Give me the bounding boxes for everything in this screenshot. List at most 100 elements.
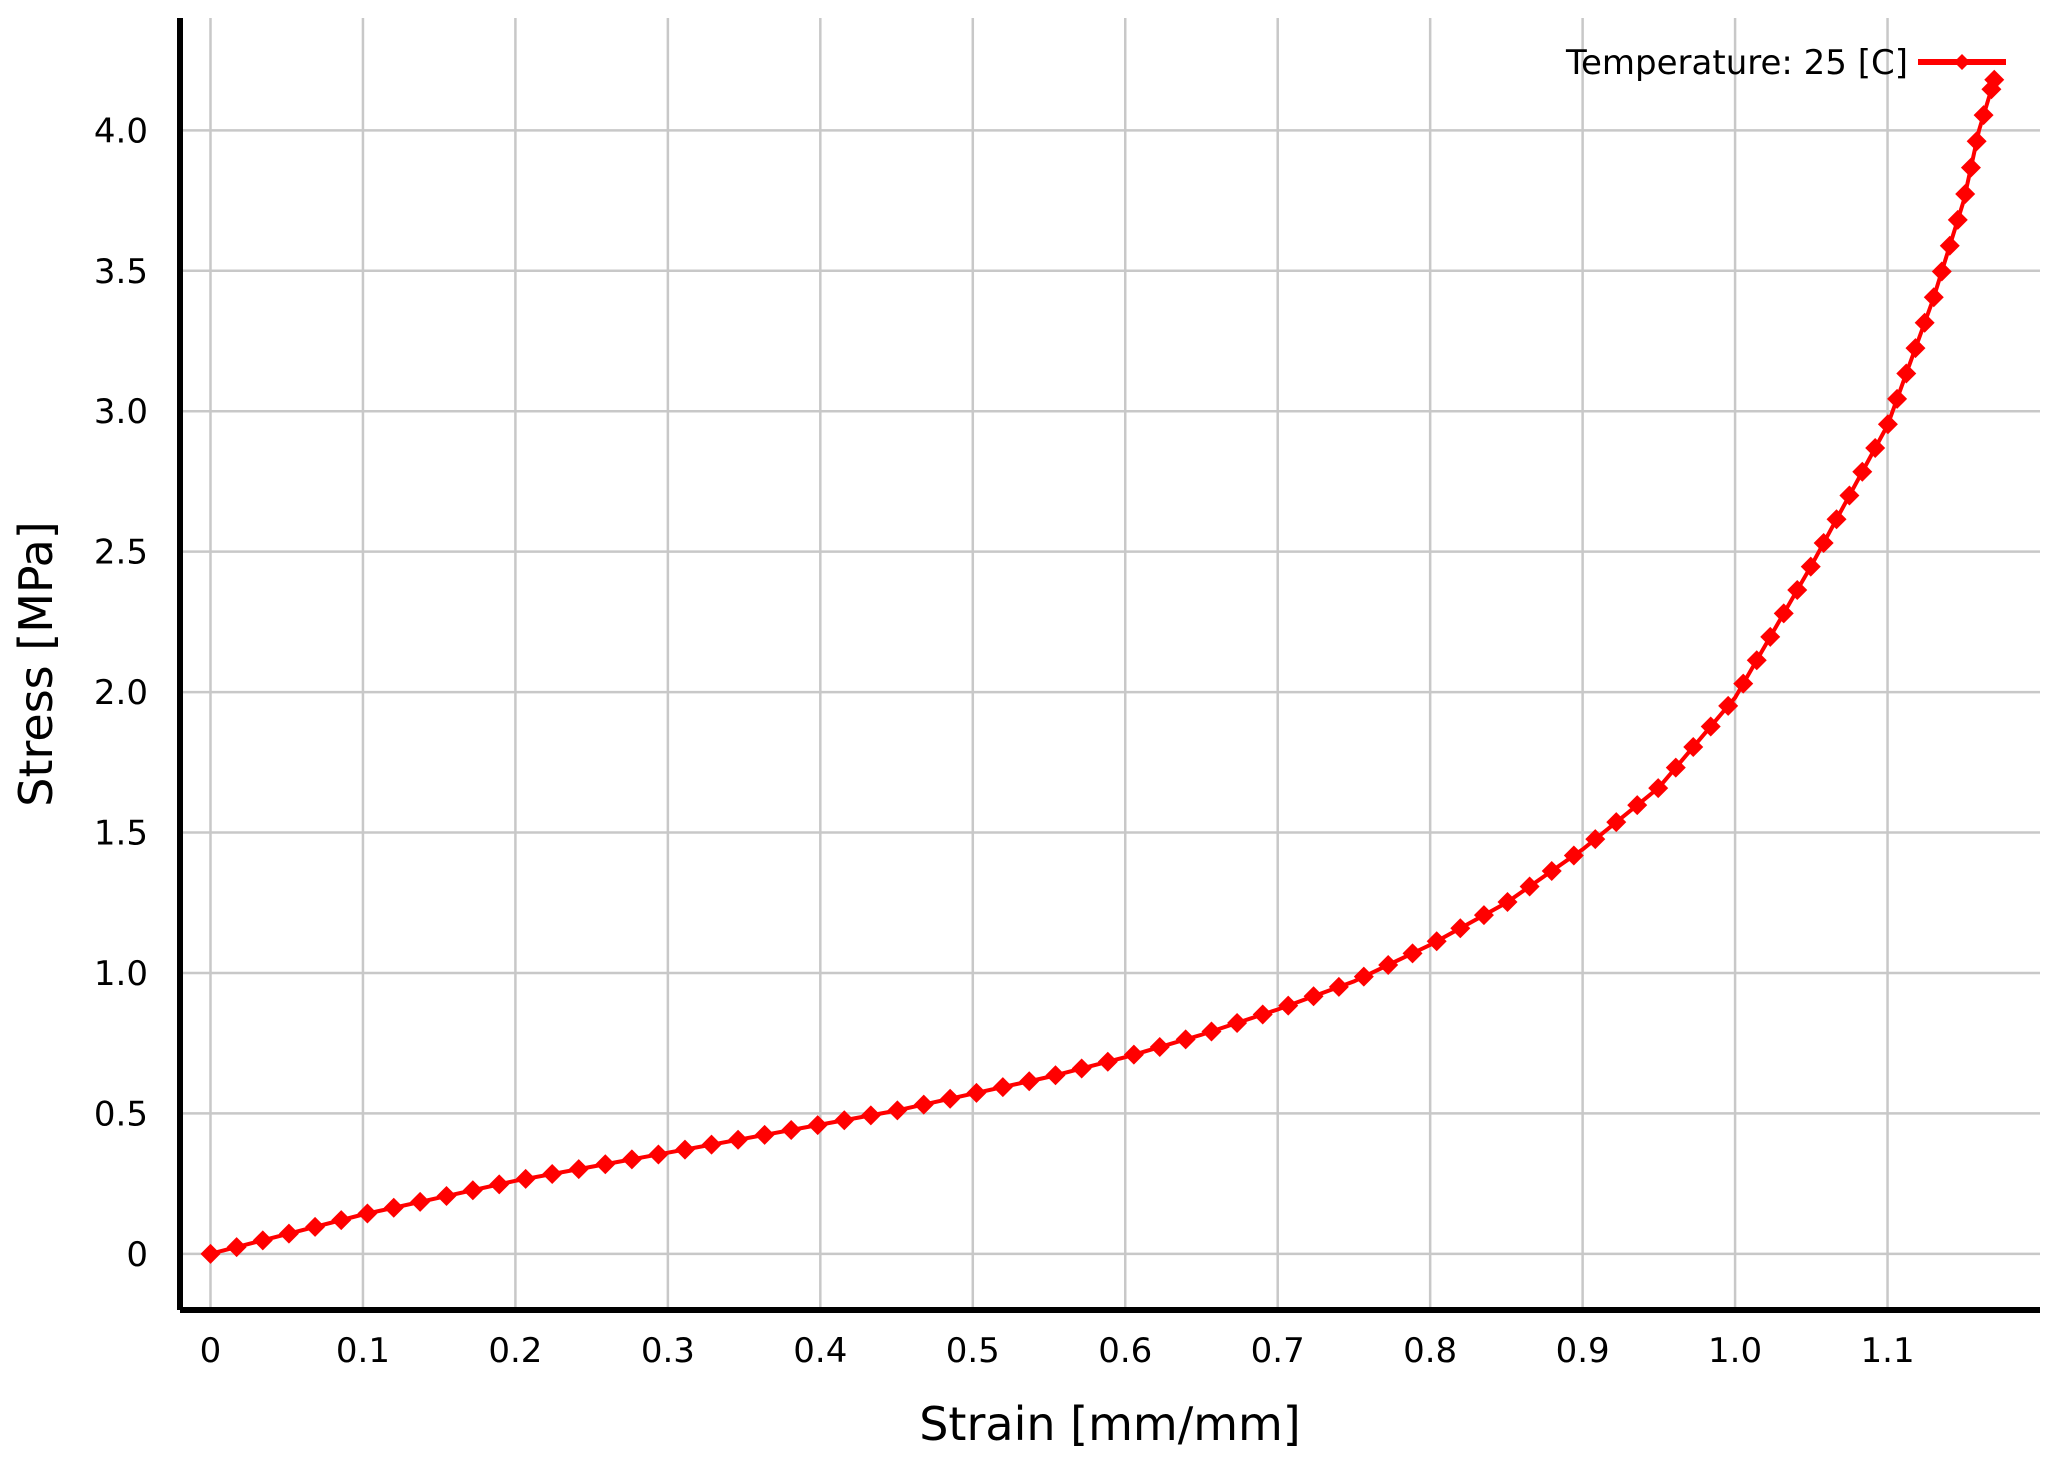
series-layer — [200, 69, 2005, 1264]
data-point-marker — [1947, 209, 1968, 230]
data-point-marker — [1563, 845, 1584, 866]
x-tick-labels: 0 0.1 0.2 0.3 0.4 0.5 0.6 0.7 0.8 0.9 1.0 1.1 — [200, 1331, 1915, 1371]
data-point-marker — [1353, 966, 1374, 987]
data-point-marker — [1278, 995, 1299, 1016]
data-point-marker — [1984, 69, 2005, 90]
data-point-marker — [252, 1230, 273, 1251]
data-point-marker — [1896, 363, 1917, 384]
data-point-marker — [1045, 1065, 1066, 1086]
data-point-marker — [966, 1082, 987, 1103]
data-point-marker — [489, 1174, 510, 1195]
data-point-marker — [462, 1180, 483, 1201]
data-point-marker — [1865, 438, 1886, 459]
data-point-marker — [1877, 414, 1898, 435]
legend: Temperature: 25 [C] — [1565, 43, 2006, 83]
data-point-marker — [1665, 757, 1686, 778]
data-point-marker — [1914, 312, 1935, 333]
data-point-marker — [940, 1088, 961, 1109]
data-point-marker — [226, 1237, 247, 1258]
data-point-marker — [436, 1186, 457, 1207]
x-tick-label: 0.3 — [641, 1331, 695, 1371]
x-tick-label: 0.8 — [1403, 1331, 1457, 1371]
data-point-marker — [1887, 388, 1908, 409]
data-point-marker — [807, 1115, 828, 1136]
y-tick-label: 3.5 — [94, 252, 148, 292]
data-point-marker — [1328, 976, 1349, 997]
data-point-marker — [728, 1129, 749, 1150]
data-point-marker — [1960, 157, 1981, 178]
x-tick-label: 0.9 — [1556, 1331, 1610, 1371]
data-point-marker — [357, 1203, 378, 1224]
data-point-marker — [887, 1100, 908, 1121]
x-tick-label: 0 — [200, 1331, 222, 1371]
data-point-marker — [913, 1094, 934, 1115]
data-point-marker — [1097, 1051, 1118, 1072]
x-axis-title: Strain [mm/mm] — [919, 1397, 1301, 1451]
data-point-marker — [701, 1134, 722, 1155]
data-point-marker — [1760, 626, 1781, 647]
data-point-marker — [305, 1216, 326, 1237]
data-point-marker — [1519, 876, 1540, 897]
data-point-marker — [1252, 1004, 1273, 1025]
data-point-marker — [595, 1154, 616, 1175]
data-point-marker — [1071, 1058, 1092, 1079]
data-point-marker — [860, 1105, 881, 1126]
data-point-marker — [1606, 812, 1627, 833]
data-point-marker — [1700, 716, 1721, 737]
data-point-marker — [621, 1149, 642, 1170]
data-point-marker — [754, 1124, 775, 1145]
data-point-marker — [1648, 778, 1669, 799]
y-tick-label: 0 — [126, 1235, 148, 1275]
grid-lines — [180, 18, 2040, 1310]
x-tick-label: 0.7 — [1251, 1331, 1305, 1371]
data-point-marker — [1473, 905, 1494, 926]
data-point-marker — [1175, 1029, 1196, 1050]
data-point-marker — [1378, 954, 1399, 975]
data-point-marker — [278, 1223, 299, 1244]
data-point-marker — [1402, 943, 1423, 964]
x-tick-label: 0.5 — [946, 1331, 1000, 1371]
data-point-marker — [1123, 1044, 1144, 1065]
data-point-marker — [1450, 918, 1471, 939]
y-tick-label: 2.0 — [94, 673, 148, 713]
data-point-marker — [1541, 861, 1562, 882]
data-point-marker — [1019, 1071, 1040, 1092]
legend-marker — [1954, 54, 1970, 70]
y-axis-title: Stress [MPa] — [9, 521, 63, 806]
data-point-marker — [1966, 131, 1987, 152]
axes — [177, 18, 2040, 1313]
x-tick-label: 0.2 — [488, 1331, 542, 1371]
x-tick-label: 0.1 — [336, 1331, 390, 1371]
data-point-marker — [1733, 673, 1754, 694]
data-point-marker — [542, 1164, 563, 1185]
data-point-marker — [1787, 580, 1808, 601]
data-point-marker — [1931, 261, 1952, 282]
x-tick-label: 0.4 — [793, 1331, 847, 1371]
series-line — [209, 79, 1997, 1256]
data-point-marker — [781, 1119, 802, 1140]
data-point-marker — [1923, 287, 1944, 308]
data-point-marker — [1426, 931, 1447, 952]
data-point-marker — [1826, 509, 1847, 530]
y-tick-label: 1.0 — [94, 954, 148, 994]
data-point-marker — [1149, 1037, 1170, 1058]
data-point-marker — [568, 1159, 589, 1180]
data-point-marker — [1852, 461, 1873, 482]
data-point-marker — [1683, 737, 1704, 758]
data-point-marker — [515, 1168, 536, 1189]
data-point-marker — [1905, 338, 1926, 359]
data-point-marker — [992, 1077, 1013, 1098]
data-point-marker — [410, 1191, 431, 1212]
data-point-marker — [1800, 556, 1821, 577]
data-point-marker — [1627, 795, 1648, 816]
y-tick-labels: 0 0.5 1.0 1.5 2.0 2.5 3.0 3.5 4.0 — [94, 111, 148, 1274]
y-tick-label: 0.5 — [94, 1094, 148, 1134]
y-tick-label: 3.0 — [94, 392, 148, 432]
legend-label: Temperature: 25 [C] — [1565, 43, 1908, 83]
data-point-marker — [383, 1197, 404, 1218]
x-tick-label: 1.1 — [1861, 1331, 1915, 1371]
data-point-marker — [200, 1243, 221, 1264]
data-point-marker — [648, 1144, 669, 1165]
data-point-marker — [1839, 485, 1860, 506]
